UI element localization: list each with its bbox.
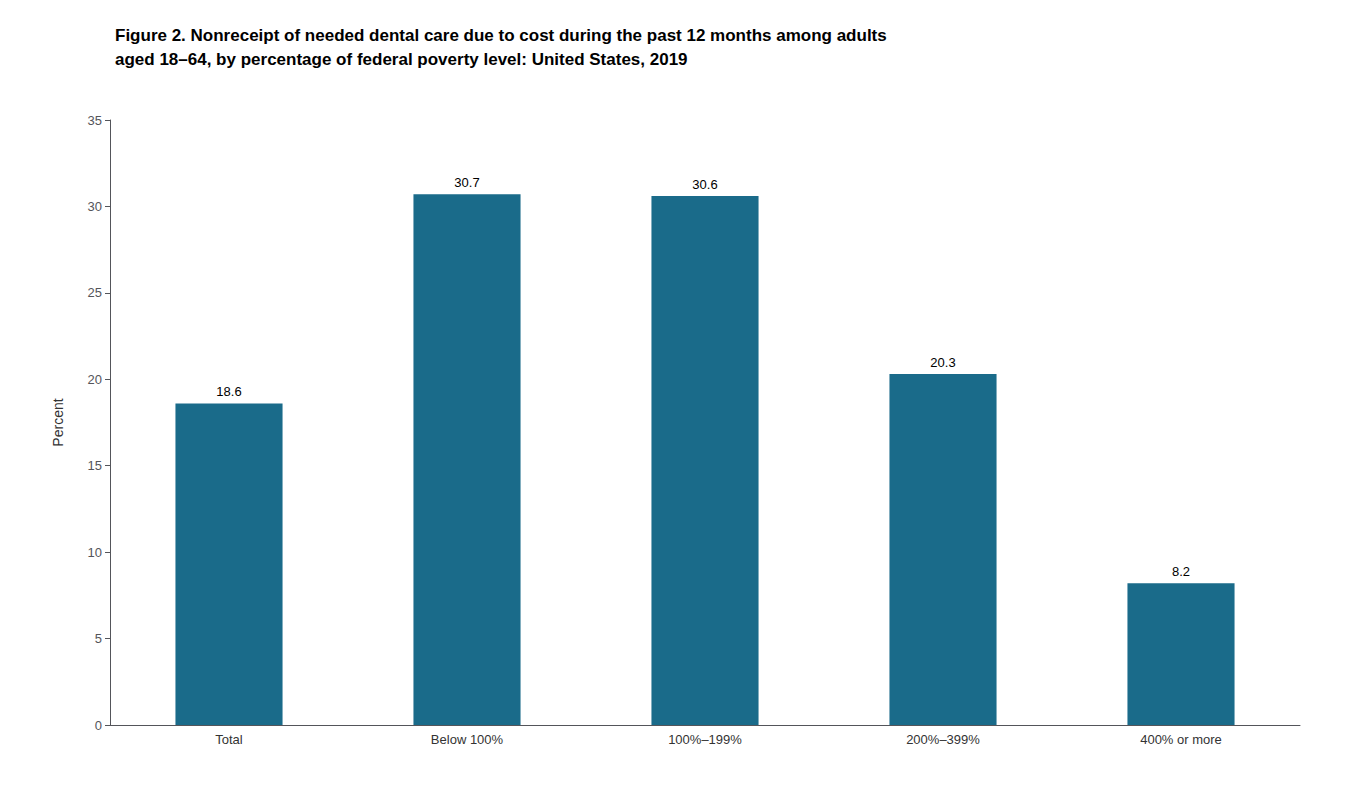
svg-text:400% or more: 400% or more <box>1140 732 1222 747</box>
svg-text:18.6: 18.6 <box>216 384 241 399</box>
svg-text:Total: Total <box>215 732 243 747</box>
svg-text:Below 100%: Below 100% <box>431 732 504 747</box>
svg-text:aged 18–64, by percentage of f: aged 18–64, by percentage of federal pov… <box>115 50 688 69</box>
svg-text:25: 25 <box>88 285 102 300</box>
svg-text:20: 20 <box>88 372 102 387</box>
svg-text:Percent: Percent <box>50 398 66 446</box>
svg-text:30: 30 <box>88 199 102 214</box>
svg-text:20.3: 20.3 <box>930 355 955 370</box>
svg-text:5: 5 <box>95 631 102 646</box>
svg-text:15: 15 <box>88 458 102 473</box>
svg-text:100%–199%: 100%–199% <box>668 732 742 747</box>
svg-text:Figure 2. Nonreceipt of needed: Figure 2. Nonreceipt of needed dental ca… <box>115 26 887 45</box>
svg-text:0: 0 <box>95 718 102 733</box>
svg-text:30.7: 30.7 <box>454 175 479 190</box>
svg-text:10: 10 <box>88 545 102 560</box>
svg-text:8.2: 8.2 <box>1172 564 1190 579</box>
svg-text:200%–399%: 200%–399% <box>906 732 980 747</box>
svg-text:35: 35 <box>88 113 102 128</box>
svg-text:30.6: 30.6 <box>692 177 717 192</box>
